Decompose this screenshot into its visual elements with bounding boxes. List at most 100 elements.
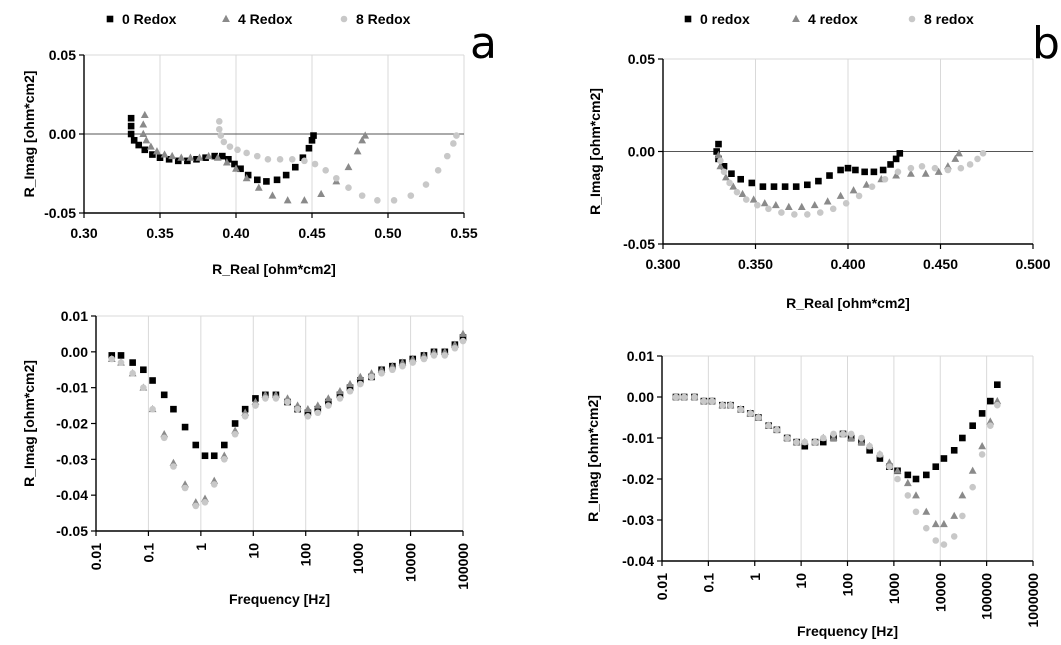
data-point (748, 179, 756, 187)
data-point (129, 370, 136, 377)
data-point (986, 422, 994, 430)
data-point (715, 140, 722, 148)
data-point (950, 533, 958, 540)
x-tick-label: 1000000 (1025, 573, 1041, 628)
data-point (921, 169, 930, 177)
x-tick-label: 0.45 (298, 225, 325, 241)
x-tick-label: 1000 (350, 543, 366, 574)
y-tick-label: -0.04 (56, 487, 88, 503)
data-point (168, 151, 177, 160)
data-point (140, 384, 147, 391)
data-point (221, 456, 228, 463)
panel-letter-b: b (1032, 18, 1060, 69)
data-point (378, 370, 385, 377)
data-point (219, 152, 226, 160)
data-point (127, 130, 135, 138)
data-point (282, 171, 290, 179)
data-point (881, 175, 889, 183)
data-point (931, 164, 939, 172)
data-point (441, 352, 449, 359)
data-point (314, 409, 322, 417)
data-point (912, 475, 920, 483)
data-point (221, 441, 228, 449)
x-tick-label: 0.450 (923, 256, 958, 272)
data-point (181, 423, 189, 431)
series-2 (717, 150, 987, 218)
data-point (940, 541, 948, 548)
legend-marker (106, 15, 114, 23)
data-point (210, 481, 218, 488)
data-point (792, 183, 800, 190)
data-point (932, 537, 940, 544)
data-point (243, 149, 250, 157)
data-point (886, 463, 893, 471)
data-point (862, 180, 871, 188)
data-point (801, 442, 809, 450)
data-point (896, 150, 904, 157)
data-point (201, 452, 209, 460)
data-point (149, 405, 156, 413)
data-point (893, 466, 902, 474)
y-tick-label: -0.01 (622, 430, 654, 446)
x-tick-label: 0.500 (1015, 256, 1050, 272)
data-point (713, 148, 720, 155)
data-point (765, 422, 773, 430)
data-point (784, 202, 793, 210)
data-point (357, 377, 364, 384)
x-tick-label: 100000 (979, 573, 995, 620)
x-tick-label: 0.35 (146, 225, 173, 241)
series-2 (108, 337, 467, 510)
x-tick-label: 0.1 (700, 573, 716, 593)
data-point (755, 414, 762, 421)
data-point (215, 118, 223, 125)
data-point (252, 402, 259, 409)
data-point (149, 377, 156, 384)
data-point (770, 183, 778, 190)
data-point (819, 434, 827, 442)
data-point (409, 359, 417, 366)
data-point (765, 205, 772, 213)
data-point (142, 136, 151, 144)
x-tick-label: 0.1 (140, 543, 156, 563)
data-point (868, 183, 876, 190)
data-point (241, 413, 249, 420)
data-point (904, 492, 912, 499)
data-point (737, 406, 745, 413)
x-axis-label: R_Real [ohm*cm2] (786, 295, 910, 311)
data-point (407, 192, 415, 199)
x-tick-label: 0.300 (645, 256, 680, 272)
data-point (885, 458, 894, 466)
data-point (994, 401, 1001, 409)
data-point (759, 183, 767, 190)
data-point (903, 478, 912, 487)
y-tick-label: 0.05 (49, 47, 76, 63)
x-tick-label: 10 (793, 573, 809, 589)
data-point (210, 452, 218, 460)
data-point (918, 163, 926, 170)
data-point (811, 438, 819, 446)
data-point (459, 334, 467, 341)
data-point (714, 151, 723, 159)
data-point (680, 393, 688, 401)
data-point (231, 420, 239, 427)
data-point (866, 442, 873, 450)
data-point (139, 129, 148, 137)
data-point (311, 160, 319, 168)
data-point (453, 132, 460, 139)
data-point (141, 146, 149, 154)
data-point (892, 155, 900, 163)
data-point (108, 355, 116, 363)
data-point (870, 168, 878, 176)
data-point (959, 512, 966, 520)
x-tick-label: 100 (298, 543, 314, 567)
data-point (855, 192, 863, 200)
y-axis-label: R_Imag [ohm*cm2] (21, 71, 37, 198)
data-point (237, 165, 244, 173)
y-tick-label: -0.05 (56, 523, 88, 539)
legend-marker (908, 15, 916, 23)
data-point (728, 170, 735, 177)
x-axis-label: R_Real [ohm*cm2] (212, 261, 336, 277)
x-tick-label: 0.01 (654, 573, 670, 600)
data-point (211, 152, 219, 160)
y-tick-label: -0.03 (622, 512, 654, 528)
